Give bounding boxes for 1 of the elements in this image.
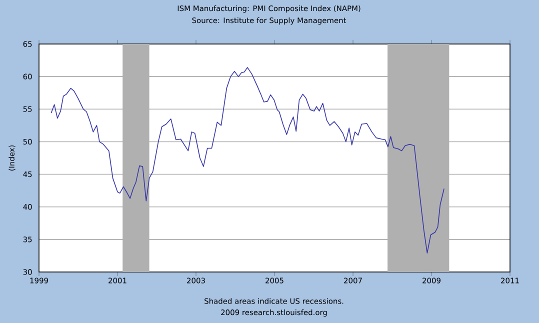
- line-series: [50, 67, 444, 254]
